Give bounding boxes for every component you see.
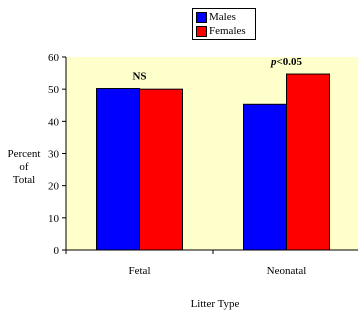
legend-item-females: Females [196,24,252,38]
legend-label-males: Males [209,11,236,23]
y-tick-label: 60 [48,52,60,64]
y-tick-label: 50 [48,84,60,96]
x-axis-label: Litter Type [190,298,240,310]
bar-males-fetal [96,88,140,251]
y-tick-label: 10 [48,213,60,225]
legend-label-females: Females [209,25,246,37]
bar-females-neonatal [286,73,330,251]
y-axis-label-line-1: Percent [7,148,41,160]
bar-males-neonatal [243,103,287,251]
legend-swatch-females [196,25,207,37]
legend-item-males: Males [196,10,252,24]
significance-label-fetal: NS [132,71,146,83]
legend-swatch-males [196,11,207,23]
x-tick-label-fetal: Fetal [129,265,151,277]
y-axis-label-line-2: of [19,161,29,173]
y-axis-label: Percent of Total [6,148,42,187]
y-tick-label: 0 [54,245,60,257]
significance-label-neonatal: p<0.05 [270,56,303,68]
bar-females-fetal [139,88,183,251]
y-tick-label: 20 [48,181,60,193]
legend: Males Females [192,8,256,40]
y-tick-label: 40 [48,116,60,128]
x-tick-label-neonatal: Neonatal [267,265,307,277]
y-tick-label: 30 [48,149,60,161]
y-axis-label-line-3: Total [12,174,36,186]
